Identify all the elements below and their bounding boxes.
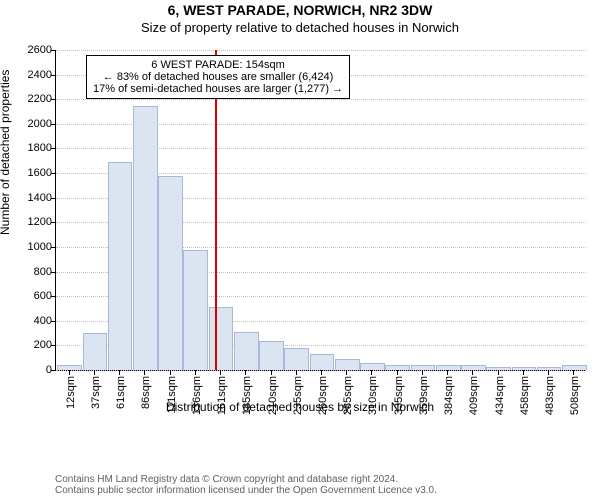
histogram-bar bbox=[259, 341, 284, 370]
histogram-bar bbox=[284, 348, 309, 370]
histogram-bar bbox=[562, 365, 587, 370]
xtick-mark bbox=[69, 370, 70, 375]
xtick-mark bbox=[371, 370, 372, 375]
histogram-bar bbox=[108, 162, 133, 370]
histogram-bar bbox=[158, 176, 183, 370]
histogram-bar bbox=[385, 365, 410, 370]
page-title: 6, WEST PARADE, NORWICH, NR2 3DW bbox=[0, 2, 600, 18]
ytick-label: 800 bbox=[34, 266, 52, 278]
footer-line1: Contains HM Land Registry data © Crown c… bbox=[55, 474, 437, 485]
footer-text: Contains HM Land Registry data © Crown c… bbox=[55, 474, 437, 496]
xtick-mark bbox=[498, 370, 499, 375]
xtick-mark bbox=[573, 370, 574, 375]
footer-line2: Contains public sector information licen… bbox=[55, 485, 437, 496]
xtick-mark bbox=[271, 370, 272, 375]
ytick-label: 1800 bbox=[28, 142, 52, 154]
marker-infobox: 6 WEST PARADE: 154sqm ← 83% of detached … bbox=[86, 55, 350, 99]
histogram-bar bbox=[360, 363, 385, 370]
histogram-bar bbox=[335, 359, 360, 370]
ytick-label: 1400 bbox=[28, 192, 52, 204]
xtick-mark bbox=[548, 370, 549, 375]
y-axis-label: Number of detached properties bbox=[0, 70, 12, 235]
ytick-label: 1000 bbox=[28, 241, 52, 253]
xtick-mark bbox=[144, 370, 145, 375]
histogram-bar bbox=[436, 365, 461, 370]
ytick-label: 2600 bbox=[28, 44, 52, 56]
xtick-mark bbox=[119, 370, 120, 375]
infobox-line3: 17% of semi-detached houses are larger (… bbox=[93, 83, 343, 95]
xtick-mark bbox=[170, 370, 171, 375]
ytick-label: 2000 bbox=[28, 118, 52, 130]
ytick-label: 1600 bbox=[28, 167, 52, 179]
ytick-label: 2200 bbox=[28, 93, 52, 105]
histogram-bar bbox=[411, 365, 436, 370]
xtick-mark bbox=[447, 370, 448, 375]
xtick-mark bbox=[346, 370, 347, 375]
histogram-bar bbox=[133, 106, 158, 370]
histogram-bar bbox=[183, 250, 208, 370]
histogram-bar bbox=[486, 367, 511, 370]
xtick-mark bbox=[472, 370, 473, 375]
plot-area: 6 WEST PARADE: 154sqm ← 83% of detached … bbox=[55, 50, 586, 371]
ytick-label: 600 bbox=[34, 290, 52, 302]
page-subtitle: Size of property relative to detached ho… bbox=[0, 20, 600, 35]
histogram-bar bbox=[512, 367, 537, 370]
histogram-bar bbox=[209, 307, 234, 370]
ytick-label: 1200 bbox=[28, 216, 52, 228]
histogram-bar bbox=[83, 333, 108, 370]
x-axis-label: Distribution of detached houses by size … bbox=[0, 400, 600, 414]
ytick-label: 200 bbox=[34, 339, 52, 351]
xtick-mark bbox=[397, 370, 398, 375]
xtick-mark bbox=[94, 370, 95, 375]
ytick-label: 400 bbox=[34, 315, 52, 327]
xtick-mark bbox=[245, 370, 246, 375]
histogram-bar bbox=[234, 332, 259, 370]
ytick-label: 0 bbox=[46, 364, 52, 376]
xtick-mark bbox=[523, 370, 524, 375]
gridline bbox=[56, 50, 586, 51]
infobox-line2: ← 83% of detached houses are smaller (6,… bbox=[93, 71, 343, 83]
histogram-bar bbox=[310, 354, 335, 370]
xtick-mark bbox=[296, 370, 297, 375]
xtick-mark bbox=[321, 370, 322, 375]
histogram-bar bbox=[537, 367, 562, 370]
xtick-mark bbox=[220, 370, 221, 375]
xtick-mark bbox=[422, 370, 423, 375]
xtick-mark bbox=[195, 370, 196, 375]
chart-container: Number of detached properties 6 WEST PAR… bbox=[0, 35, 600, 435]
histogram-bar bbox=[57, 365, 82, 370]
infobox-line1: 6 WEST PARADE: 154sqm bbox=[93, 59, 343, 71]
gridline bbox=[56, 99, 586, 100]
ytick-label: 2400 bbox=[28, 69, 52, 81]
histogram-bar bbox=[461, 365, 486, 370]
